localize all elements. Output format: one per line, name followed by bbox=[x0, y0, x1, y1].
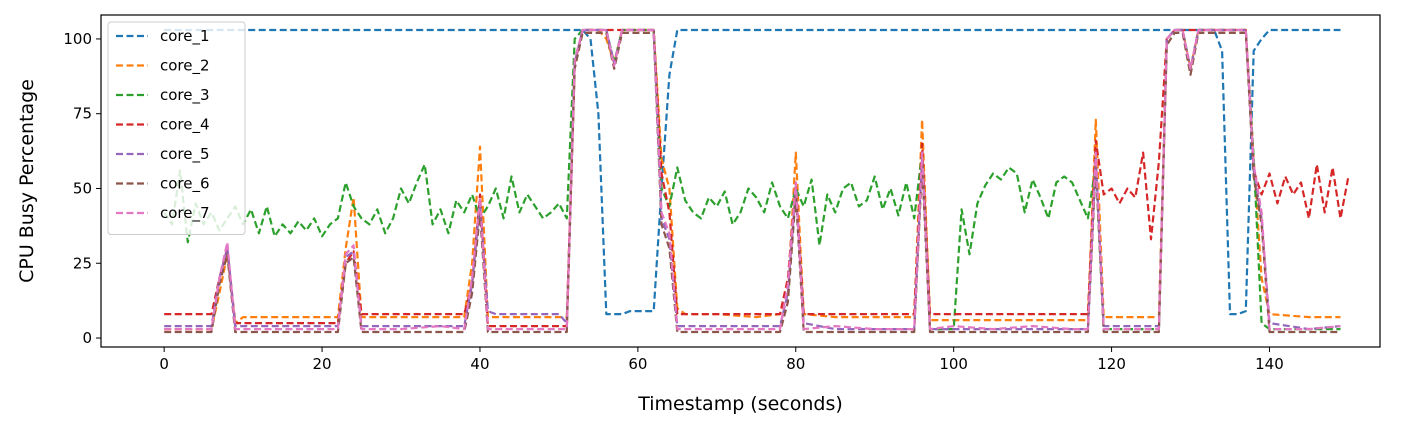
series-layer bbox=[163, 28, 1350, 334]
x-tick-label: 0 bbox=[159, 355, 169, 373]
x-axis: 0 20 40 60 80 100 120 140 bbox=[159, 347, 1284, 373]
x-tick-label: 60 bbox=[628, 355, 647, 373]
x-tick-label: 100 bbox=[939, 355, 968, 373]
x-tick-label: 40 bbox=[470, 355, 489, 373]
x-tick-label: 20 bbox=[313, 355, 332, 373]
legend-label-core-7: core_7 bbox=[160, 204, 210, 223]
y-tick-label: 25 bbox=[73, 254, 92, 272]
x-tick-label: 120 bbox=[1097, 355, 1126, 373]
plot-frame bbox=[100, 14, 1381, 348]
legend-label-core-4: core_4 bbox=[160, 116, 210, 135]
legend-label-core-5: core_5 bbox=[160, 145, 210, 164]
legend-label-core-3: core_3 bbox=[160, 86, 210, 105]
y-axis: 0 25 50 75 100 bbox=[63, 30, 101, 347]
legend: core_1 core_2 core_3 core_4 core_5 core_6core… bbox=[107, 21, 246, 235]
y-axis-label: CPU Busy Percentage bbox=[16, 79, 38, 283]
legend-label-core-1: core_1 bbox=[160, 27, 210, 46]
x-tick-label: 80 bbox=[786, 355, 805, 373]
y-tick-label: 100 bbox=[63, 30, 92, 48]
y-tick-label: 75 bbox=[73, 105, 92, 123]
y-tick-label: 50 bbox=[73, 179, 92, 197]
legend-label-core-2: core_2 bbox=[160, 57, 210, 76]
legend-box bbox=[107, 21, 246, 235]
y-tick-label: 0 bbox=[82, 329, 92, 347]
x-axis-label: Timestamp (seconds) bbox=[637, 393, 843, 415]
series-line-core-3 bbox=[163, 28, 1341, 331]
series-line-core-4 bbox=[164, 28, 1350, 328]
series-line-core-1 bbox=[164, 28, 1341, 316]
series-line-core-7 bbox=[164, 28, 1341, 331]
x-tick-label: 140 bbox=[1255, 355, 1284, 373]
legend-label-core-6: core_6 bbox=[160, 175, 210, 194]
